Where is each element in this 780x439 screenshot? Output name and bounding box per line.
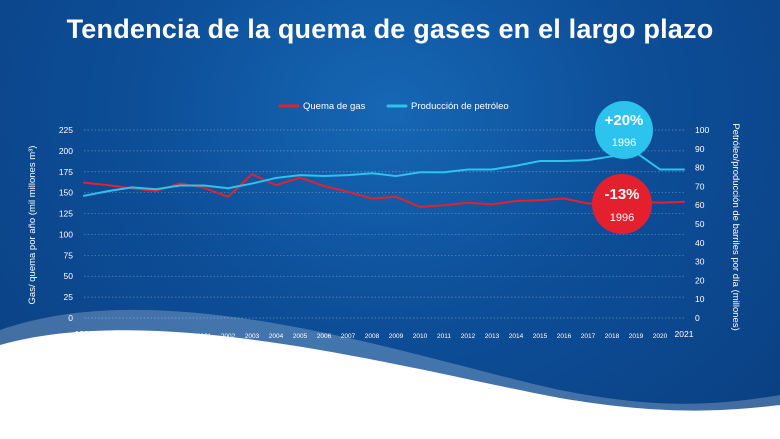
right-tick-label: 60 [695, 200, 705, 210]
x-tick-label: 2016 [557, 333, 572, 340]
right-tick-label: 30 [695, 257, 705, 267]
right-tick-label: 80 [695, 163, 705, 173]
right-axis-label: Petróleo/producción de barriles por día … [730, 123, 741, 331]
left-tick-label: 175 [59, 167, 73, 177]
badge-flaring-percent: -13% [604, 186, 639, 203]
left-tick-label: 150 [59, 188, 73, 198]
legend-label-quema[interactable]: Quema de gas [303, 101, 366, 112]
x-tick-label: 1996 [75, 329, 94, 339]
x-tick-label: 2018 [605, 333, 620, 340]
badge-oil-year: 1996 [612, 137, 636, 149]
x-tick-label: 2014 [509, 333, 524, 340]
x-tick-label: 2021 [675, 329, 694, 339]
badge-flaring-circle [592, 174, 652, 234]
x-tick-label: 2009 [389, 333, 404, 340]
x-tick-label: 2012 [461, 333, 476, 340]
x-tick-label: 2019 [629, 333, 644, 340]
x-tick-label: 2020 [653, 333, 668, 340]
series-layer [83, 151, 685, 208]
x-tick-label: 2005 [293, 333, 308, 340]
series-line-quema-de-gas [83, 173, 685, 208]
x-tick-label: 2004 [269, 333, 284, 340]
x-tick-label: 1999 [149, 333, 164, 340]
x-tick-label: 2006 [317, 333, 332, 340]
left-tick-label: 50 [64, 271, 74, 281]
right-tick-label: 20 [695, 275, 705, 285]
left-tick-label: 225 [59, 125, 73, 135]
right-tick-label: 70 [695, 181, 705, 191]
x-tick-label: 2002 [221, 333, 236, 340]
badge-oil-circle [595, 101, 653, 159]
left-tick-label: 125 [59, 209, 73, 219]
badge-flaring-change: -13% 1996 [592, 174, 652, 234]
x-tick-label: 2000 [173, 333, 188, 340]
right-axis-ticks: 0 10 20 30 40 50 60 70 80 90 100 [695, 125, 709, 323]
right-tick-label: 0 [695, 313, 700, 323]
page-title: Tendencia de la quema de gases en el lar… [66, 14, 714, 44]
badge-flaring-year: 1996 [610, 212, 634, 224]
left-tick-label: 75 [64, 250, 74, 260]
right-tick-label: 100 [695, 125, 709, 135]
left-tick-label: 200 [59, 146, 73, 156]
left-tick-label: 0 [68, 313, 73, 323]
chart-legend: Quema de gas Producción de petróleo [278, 101, 509, 112]
x-axis-ticks: 1996 1997 1998 1999 2000 2001 2002 2003 2004 2005… [75, 329, 694, 340]
x-tick-label: 2010 [413, 333, 428, 340]
left-tick-label: 100 [59, 229, 73, 239]
right-tick-label: 10 [695, 294, 705, 304]
badge-oil-percent: +20% [605, 112, 644, 129]
badge-oil-change: +20% 1996 [595, 101, 653, 159]
x-tick-label: 2001 [197, 333, 212, 340]
x-tick-label: 2007 [341, 333, 356, 340]
right-tick-label: 90 [695, 144, 705, 154]
x-tick-label: 2008 [365, 333, 380, 340]
x-tick-label: 2003 [245, 333, 260, 340]
right-tick-label: 50 [695, 219, 705, 229]
x-tick-label: 2011 [437, 333, 451, 340]
left-tick-label: 25 [64, 292, 74, 302]
legend-label-produccion[interactable]: Producción de petróleo [411, 101, 509, 112]
x-tick-label: 2013 [485, 333, 500, 340]
series-line-produccion-de-petroleo [83, 151, 685, 197]
x-tick-label: 1998 [125, 333, 140, 340]
right-tick-label: 40 [695, 238, 705, 248]
x-tick-label: 2017 [581, 333, 596, 340]
x-tick-label: 1997 [101, 333, 116, 340]
left-axis-label: Gas/ quema por año (mil millones m³) [27, 146, 38, 305]
x-tick-label: 2015 [533, 333, 548, 340]
left-axis-ticks: 0 25 50 75 100 125 150 175 200 225 [59, 125, 73, 323]
